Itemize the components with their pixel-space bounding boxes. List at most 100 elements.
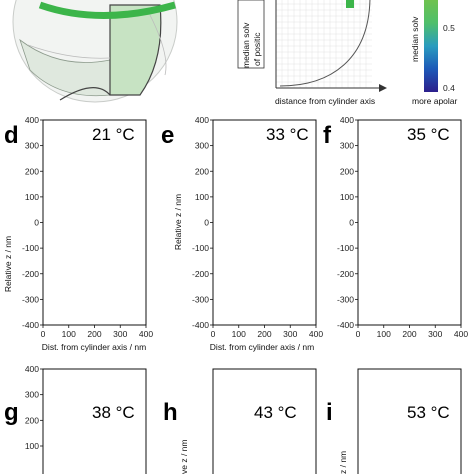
y-tick-label: 100 [25,192,39,202]
axes-frame-h [212,368,317,474]
axis-title-y-d: Relative z / nm [3,236,13,292]
schematic-ylabel-line1: median solv [241,22,251,68]
sphere-schematic [12,0,178,103]
panel-e: e Relative z / nm 400 300 200 100 0 -100 -200 -… [161,115,323,352]
x-tick-label: 300 [113,329,127,339]
x-tick-label: 300 [428,329,442,339]
x-tick-label: 100 [232,329,246,339]
y-tick-label: 200 [25,415,39,425]
y-tick-label: -100 [337,243,354,253]
colorbar-label: median solv [410,16,420,62]
schematic-ylabel-line2: of positic [252,32,262,66]
y-ticks-g: 400 300 200 100 [25,364,43,451]
y-tick-label: 400 [340,115,354,125]
x-tick-label: 300 [283,329,297,339]
y-tick-label: 400 [25,115,39,125]
x-ticks-e: 0 100 200 300 400 [211,325,323,339]
x-tick-label: 100 [377,329,391,339]
panel-temp-g: 38 °C [92,403,135,422]
schematic-ylabel-box [237,0,265,69]
axes-frame-g [42,368,147,474]
y-tick-label: -200 [337,269,354,279]
y-tick-label: 0 [349,218,354,228]
panel-temp-h: 43 °C [254,403,297,422]
y-ticks-d: 400 300 200 100 0 -100 -200 -300 -400 [22,115,43,330]
colorbar-tick-0.4: 0.4 [443,83,455,93]
y-tick-label: 200 [195,166,209,176]
x-tick-label: 0 [356,329,361,339]
schematic-plot: median solv of positic distance from cyl… [237,0,387,106]
x-ticks-d: 0 100 200 300 400 [41,325,153,339]
y-tick-label: 300 [25,390,39,400]
y-tick-label: -400 [22,320,39,330]
panel-letter-h: h [163,399,178,426]
panel-h: h ve z / nm 43 °C [163,368,317,474]
panel-letter-f: f [323,122,332,149]
x-tick-label: 0 [41,329,46,339]
y-tick-label: -400 [337,320,354,330]
y-tick-label: 300 [340,141,354,151]
y-tick-label: 400 [25,364,39,374]
y-tick-label: -200 [192,269,209,279]
y-tick-label: 300 [195,141,209,151]
y-tick-label: 100 [340,192,354,202]
axis-title-y-e: Relative z / nm [173,194,183,250]
schematic-grid [276,0,372,88]
axes-frame-f [357,119,462,326]
y-tick-label: -100 [192,243,209,253]
axis-title-y-h: ve z / nm [179,440,189,474]
y-tick-label: -100 [22,243,39,253]
axis-title-y-i: z / nm [338,451,348,474]
x-tick-label: 400 [139,329,153,339]
panel-f: f 400 300 200 100 0 -100 -200 -300 -400 35 °C 0 1… [323,115,468,339]
y-ticks-e: 400 300 200 100 0 -100 -200 -300 -400 [192,115,213,330]
axes-frame-d [42,119,147,326]
schematic-xlabel: distance from cylinder axis [275,96,375,106]
y-tick-label: 300 [25,141,39,151]
panel-i: i z / nm 53 °C [326,368,462,474]
axis-title-x-e: Dist. from cylinder axis / nm [210,342,314,352]
axis-title-x-d: Dist. from cylinder axis / nm [42,342,146,352]
y-tick-label: -300 [192,294,209,304]
x-tick-label: 200 [257,329,271,339]
y-tick-label: 0 [204,218,209,228]
y-tick-label: 200 [25,166,39,176]
panel-letter-g: g [4,399,19,426]
axes-frame-i [357,368,462,474]
y-tick-label: -400 [192,320,209,330]
panel-temp-e: 33 °C [266,125,309,144]
y-ticks-f: 400 300 200 100 0 -100 -200 -300 -400 [337,115,358,330]
panel-temp-d: 21 °C [92,125,135,144]
colorbar: median solv 0.5 0.4 more apolar [410,0,458,106]
y-tick-label: -200 [22,269,39,279]
schematic-green-marker [346,0,354,8]
x-tick-label: 200 [87,329,101,339]
y-tick-label: 400 [195,115,209,125]
x-tick-label: 400 [309,329,323,339]
y-tick-label: -300 [337,294,354,304]
colorbar-gradient [424,0,438,92]
x-tick-label: 400 [454,329,468,339]
panel-g: g 400 300 200 100 38 °C [4,364,147,474]
x-ticks-f: 0 100 200 300 400 [356,325,468,339]
x-tick-label: 100 [62,329,76,339]
schematic-curve [279,0,371,87]
colorbar-bottom-label: more apolar [412,96,458,106]
y-tick-label: 0 [34,218,39,228]
panel-d: d Relative z / nm 400 300 200 100 0 -100 -200 -… [3,115,153,352]
x-tick-label: 200 [402,329,416,339]
y-tick-label: 100 [25,441,39,451]
y-tick-label: 100 [195,192,209,202]
y-tick-label: 200 [340,166,354,176]
x-tick-label: 0 [211,329,216,339]
panel-temp-f: 35 °C [407,125,450,144]
colorbar-tick-0.5: 0.5 [443,23,455,33]
panel-temp-i: 53 °C [407,403,450,422]
panel-letter-i: i [326,399,333,426]
panel-letter-e: e [161,122,174,149]
panel-letter-d: d [4,122,19,149]
schematic-arrowhead [379,84,387,92]
y-tick-label: -300 [22,294,39,304]
axes-frame-e [212,119,317,326]
